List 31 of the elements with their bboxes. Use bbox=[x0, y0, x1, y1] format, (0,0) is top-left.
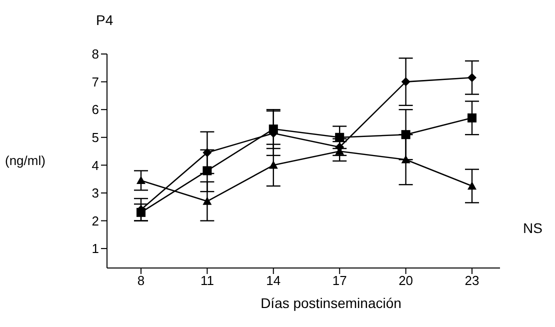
point bbox=[202, 166, 212, 176]
point bbox=[202, 148, 212, 158]
text: NS bbox=[523, 220, 542, 236]
y-tick-label: 2 bbox=[92, 213, 99, 228]
point bbox=[335, 132, 344, 142]
point bbox=[401, 77, 410, 86]
y-tick-label: 7 bbox=[92, 74, 99, 90]
point bbox=[268, 124, 278, 134]
y-tick-label: 4 bbox=[92, 158, 99, 173]
y-axis-title: (ng/ml) bbox=[5, 153, 46, 168]
point bbox=[268, 160, 278, 169]
y-tick-label: 3 bbox=[92, 186, 99, 201]
point bbox=[468, 182, 476, 190]
x-tick-label: 11 bbox=[200, 273, 214, 288]
point bbox=[136, 208, 146, 217]
point bbox=[202, 196, 212, 205]
point bbox=[401, 155, 410, 164]
point bbox=[401, 130, 410, 140]
x-tick-label: 20 bbox=[398, 273, 414, 288]
y-tick-label: 8 bbox=[92, 46, 99, 62]
x-tick-label: 14 bbox=[266, 273, 281, 288]
y-tick-label: 1 bbox=[92, 241, 99, 256]
x-tick-label: 23 bbox=[464, 273, 480, 288]
y-tick-label: 5 bbox=[92, 130, 99, 145]
x-tick-label: 8 bbox=[137, 273, 145, 288]
chart-title: P4 bbox=[96, 12, 114, 28]
x-tick-label: 17 bbox=[332, 273, 347, 288]
point bbox=[468, 113, 476, 122]
point bbox=[468, 73, 476, 82]
y-tick-label: 6 bbox=[92, 102, 99, 118]
x-axis-title: Días postinseminación bbox=[260, 295, 402, 311]
